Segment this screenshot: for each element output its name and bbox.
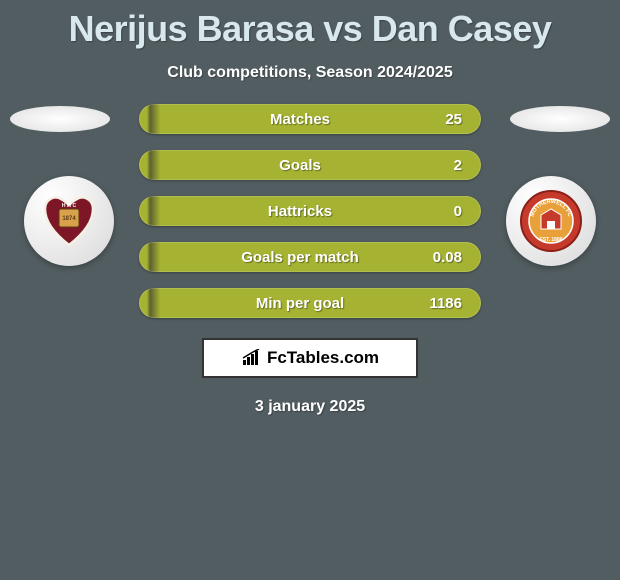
stat-row-mpg: Min per goal 1186	[139, 288, 481, 318]
stat-row-hattricks: Hattricks 0	[139, 196, 481, 226]
stat-row-goals: Goals 2	[139, 150, 481, 180]
date-label: 3 january 2025	[0, 398, 620, 416]
stat-right-value: 0	[412, 203, 462, 220]
stats-column-rest: Goals 2 Hattricks 0 Goals per match 0.08…	[139, 150, 481, 318]
crest-circle: H M C 1874	[24, 176, 114, 266]
stat-label: Hattricks	[188, 203, 412, 220]
brand-text: FcTables.com	[267, 348, 379, 368]
stat-row-gpm: Goals per match 0.08	[139, 242, 481, 272]
right-name-pill	[510, 106, 610, 132]
hearts-crest-icon: H M C 1874	[41, 193, 97, 249]
top-row: Matches 25	[0, 104, 620, 134]
stat-row-matches: Matches 25	[139, 104, 481, 134]
page-title: Nerijus Barasa vs Dan Casey	[0, 0, 620, 50]
stat-right-value: 1186	[412, 295, 462, 312]
stat-label: Goals per match	[188, 249, 412, 266]
stat-label: Matches	[188, 111, 412, 128]
svg-text:1874: 1874	[62, 216, 76, 222]
stats-column: Matches 25	[139, 104, 481, 134]
left-name-pill	[10, 106, 110, 132]
team-crest-right: MOTHERWELL FC EST. 1886	[506, 176, 596, 266]
motherwell-crest-icon: MOTHERWELL FC EST. 1886	[519, 189, 583, 253]
page-subtitle: Club competitions, Season 2024/2025	[0, 64, 620, 82]
stat-label: Min per goal	[188, 295, 412, 312]
crest-circle: MOTHERWELL FC EST. 1886	[506, 176, 596, 266]
team-crest-left: H M C 1874	[24, 176, 114, 266]
svg-text:H M C: H M C	[62, 203, 77, 209]
chart-icon	[241, 349, 263, 367]
stat-right-value: 25	[412, 111, 462, 128]
stat-label: Goals	[188, 157, 412, 174]
brand-box: FcTables.com	[202, 338, 418, 378]
stat-right-value: 0.08	[412, 249, 462, 266]
stat-right-value: 2	[412, 157, 462, 174]
svg-text:EST. 1886: EST. 1886	[539, 237, 562, 243]
